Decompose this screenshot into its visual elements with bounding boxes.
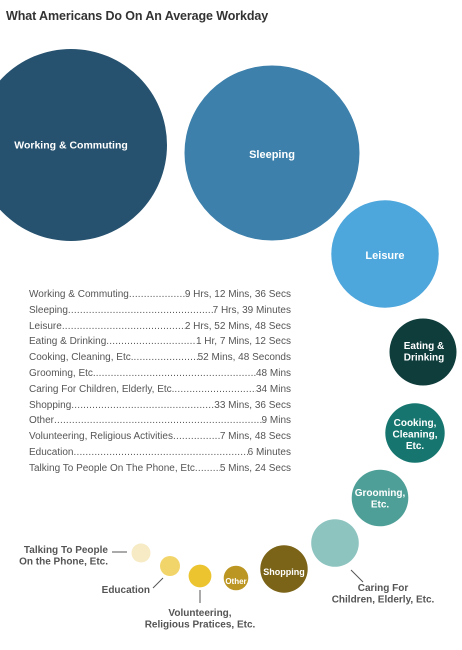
legend-name: Eating & Drinking <box>29 336 107 348</box>
legend-dots <box>195 461 220 477</box>
legend-dots <box>62 319 185 335</box>
legend-value: 33 Mins, 36 Secs <box>214 399 291 411</box>
legend-row: Grooming, Etc. 48 Mins <box>29 366 291 382</box>
label-eating-drinking: Eating & Drinking <box>404 341 445 364</box>
legend-name: Sleeping <box>29 304 68 316</box>
legend-value: 5 Mins, 24 Secs <box>219 462 291 474</box>
bubble-sleeping <box>184 65 360 241</box>
legend-row: Volunteering, Religious Activities 7 Mins… <box>29 429 291 445</box>
bubble-eating-drinking <box>389 318 457 386</box>
bubble-shopping <box>260 545 308 593</box>
legend-list: Working & Commuting 9 Hrs, 12 Mins, 36 Se… <box>29 287 291 477</box>
legend-row: Leisure 2 Hrs, 52 Mins, 48 Secs <box>29 319 291 335</box>
legend-row: Talking To People On The Phone, Etc 5 Min… <box>29 461 291 477</box>
leader-education <box>152 577 164 589</box>
legend-value: 2 Hrs, 52 Mins, 48 Secs <box>184 320 291 332</box>
legend-dots <box>129 287 185 303</box>
bubble-grooming <box>351 469 409 527</box>
legend-name: Education <box>29 446 74 458</box>
legend-dots <box>73 445 247 461</box>
legend-dots <box>173 429 220 445</box>
legend-dots <box>106 334 196 350</box>
label-working-commuting: Working & Commuting <box>14 140 128 152</box>
bubble-other <box>223 565 249 591</box>
legend-dots <box>134 350 198 366</box>
bubble-cooking-cleaning <box>385 403 445 463</box>
legend-value: 52 Mins, 48 Seconds <box>197 352 291 364</box>
chart-title: What Americans Do On An Average Workday <box>6 9 269 23</box>
legend-dots <box>54 413 262 429</box>
legend-dots <box>68 303 213 319</box>
label-leisure: Leisure <box>365 250 404 262</box>
legend-name: Other <box>29 415 55 427</box>
label-grooming: Grooming, Etc. <box>355 488 406 511</box>
legend-value: 6 Minutes <box>247 446 291 458</box>
legend-row: Education 6 Minutes <box>29 445 291 461</box>
legend-row: Eating & Drinking 1 Hr, 7 Mins, 12 Secs <box>29 334 291 350</box>
legend-dots <box>96 366 256 382</box>
legend-value: 7 Mins, 48 Secs <box>219 431 291 443</box>
bubble-leisure <box>331 200 439 308</box>
legend-value: 9 Mins <box>261 415 291 427</box>
legend-row: Sleeping 7 Hrs, 39 Minutes <box>29 303 291 319</box>
legend-name: Working & Commuting <box>29 289 129 300</box>
legend-row: Working & Commuting 9 Hrs, 12 Mins, 36 Se… <box>29 287 291 303</box>
legend-name: Cooking, Cleaning, Etc. <box>29 352 134 364</box>
legend-name: Caring For Children, Elderly, Etc. <box>29 383 175 395</box>
bubble-phone <box>131 543 151 563</box>
bubble-working-commuting <box>0 49 167 241</box>
legend-row: Cooking, Cleaning, Etc. 52 Mins, 48 Secon… <box>29 350 291 366</box>
label-other: Other <box>225 577 246 586</box>
legend-value: 7 Hrs, 39 Minutes <box>212 304 291 316</box>
legend-dots <box>71 398 214 414</box>
label-caring: Caring For Children, Elderly, Etc. <box>332 583 435 606</box>
label-phone: Talking To People On the Phone, Etc. <box>19 545 108 568</box>
label-education: Education <box>102 585 150 596</box>
label-sleeping: Sleeping <box>249 149 295 161</box>
bubble-caring <box>311 519 359 567</box>
legend-row: Caring For Children, Elderly, Etc. 34 Min… <box>29 382 291 398</box>
legend-row: Other 9 Mins <box>29 413 291 429</box>
legend-value: 34 Mins <box>255 383 291 395</box>
legend-dots <box>174 382 256 398</box>
legend-value: 9 Hrs, 12 Mins, 36 Secs <box>184 289 291 300</box>
label-cooking-cleaning: Cooking, Cleaning, Etc. <box>392 418 437 452</box>
leader-caring <box>350 569 364 583</box>
label-volunteering: Volunteering, Religious Pratices, Etc. <box>145 608 256 631</box>
label-shopping: Shopping <box>263 567 305 577</box>
legend-name: Shopping <box>29 399 72 411</box>
legend-name: Talking To People On The Phone, Etc <box>29 462 195 474</box>
legend-name: Grooming, Etc. <box>29 367 96 379</box>
legend-value: 48 Mins <box>255 367 291 379</box>
bubble-volunteering <box>188 564 212 588</box>
legend-row: Shopping 33 Mins, 36 Secs <box>29 398 291 414</box>
legend-name: Volunteering, Religious Activities <box>29 431 173 443</box>
legend-name: Leisure <box>29 320 62 332</box>
bubble-education <box>160 556 180 576</box>
legend-value: 1 Hr, 7 Mins, 12 Secs <box>195 336 291 348</box>
